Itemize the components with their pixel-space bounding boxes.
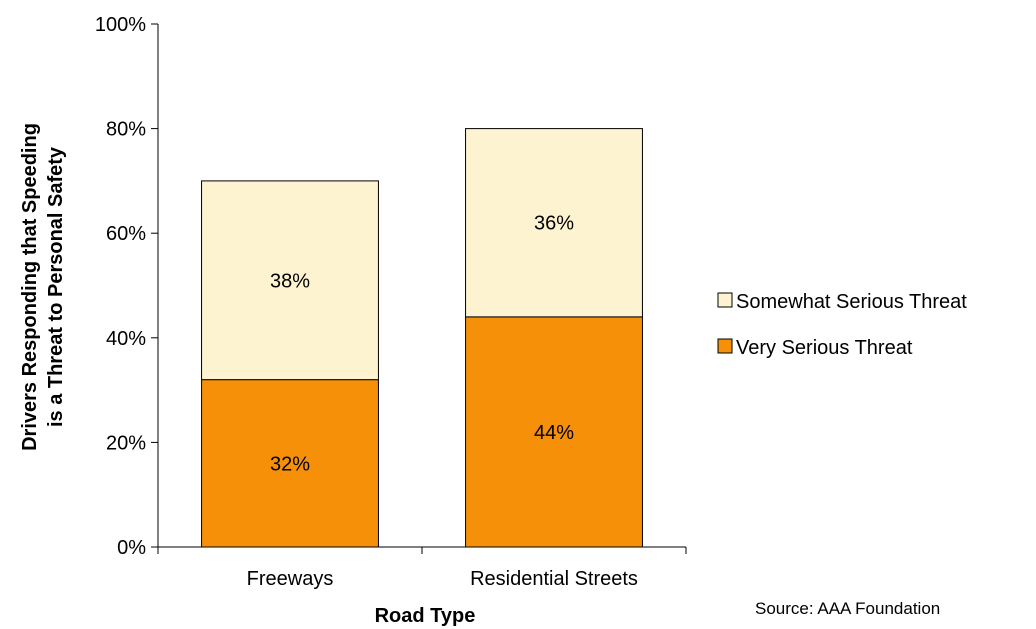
x-tick-label: Freeways [247,568,334,590]
legend-swatch [717,338,733,354]
y-tick-label: 40% [106,328,146,350]
legend-label: Somewhat Serious Threat [736,291,967,313]
y-axis-title: Drivers Responding that Speeding is a Th… [19,123,67,451]
legend-swatch [717,292,733,308]
data-label: 36% [534,213,574,235]
source-note: Source: AAA Foundation [755,599,940,618]
data-label: 44% [534,422,574,444]
y-axis-title-line-1: Drivers Responding that Speeding [19,123,41,451]
x-tick-label: Residential Streets [470,568,638,590]
y-tick-label: 80% [106,119,146,141]
y-tick-label: 100% [95,14,146,36]
y-tick-label: 60% [106,223,146,245]
y-axis: 0% 20% 40% 60% 80% 100% [95,14,159,559]
bar-segment [465,316,643,548]
y-tick-label: 20% [106,432,146,454]
x-axis-title: Road Type [375,605,476,627]
y-axis-title-line-2: is a Threat to Personal Safety [45,146,67,427]
data-label: 32% [270,453,310,475]
bars: 32% 38% 44% 36% [201,128,643,548]
data-label: 38% [270,270,310,292]
x-axis: Freeways Residential Streets [157,546,687,590]
y-tick-label: 0% [117,537,146,559]
legend: Somewhat Serious Threat Very Serious Thre… [717,291,967,359]
bar-segment [465,128,643,318]
legend-label: Very Serious Threat [736,337,913,359]
bar-segment [201,180,379,381]
bar-segment [201,379,379,548]
